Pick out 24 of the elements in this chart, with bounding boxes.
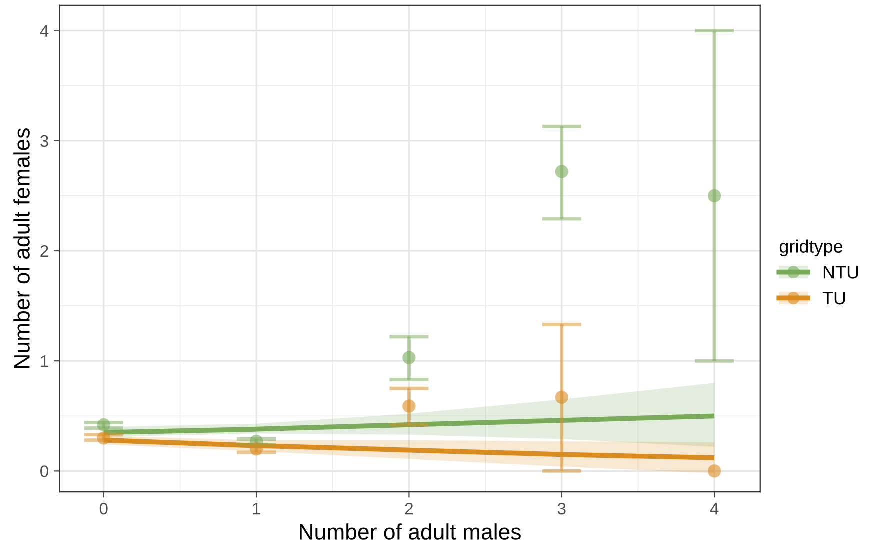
- x-tick-label: 1: [253, 503, 260, 515]
- point: [708, 189, 722, 203]
- legend-label: NTU: [824, 266, 858, 279]
- y-tick-label: 0: [40, 466, 48, 478]
- legend-title: gridtype: [780, 240, 843, 257]
- y-tick-label: 2: [40, 245, 48, 258]
- x-tick-label: 3: [558, 502, 566, 515]
- y-axis-title: Number of adult females: [14, 128, 30, 368]
- point: [402, 400, 416, 413]
- x-tick-label: 4: [710, 503, 719, 515]
- point: [708, 464, 722, 478]
- x-tick-label: 2: [405, 502, 414, 515]
- point: [402, 351, 416, 364]
- point: [97, 432, 110, 445]
- point: [97, 418, 110, 432]
- point: [555, 165, 568, 178]
- y-tick-label: 4: [40, 25, 49, 37]
- x-tick-label: 0: [100, 502, 108, 515]
- x-axis-title: Number of adult males: [300, 524, 521, 540]
- point: [250, 442, 264, 456]
- legend-label: TU: [822, 292, 846, 305]
- y-tick-label: 3: [40, 135, 48, 148]
- point: [555, 390, 568, 404]
- y-tick-label: 1: [41, 356, 48, 368]
